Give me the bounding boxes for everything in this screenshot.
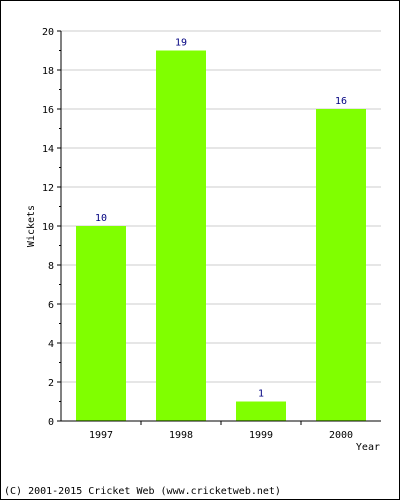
bar-1999: [236, 401, 286, 421]
x-tick-labels: 1997 1998 1999 2000: [89, 430, 353, 441]
y-tick-label: 2: [48, 378, 54, 389]
bar-value-label: 19: [175, 38, 187, 49]
bars: [76, 50, 366, 421]
y-tick-label: 0: [48, 417, 54, 428]
y-tick-label: 14: [42, 144, 54, 155]
bar-value-label: 16: [335, 96, 347, 107]
bar-labels: 10 19 1 16: [95, 38, 347, 400]
axes: [57, 30, 381, 425]
bar-value-label: 10: [95, 213, 107, 224]
bar-value-label: 1: [258, 389, 264, 400]
bar-1998: [156, 50, 206, 421]
y-tick-label: 10: [42, 222, 54, 233]
y-axis-label: Wickets: [26, 205, 37, 247]
y-tick-label: 20: [42, 27, 54, 38]
bar-1997: [76, 226, 126, 421]
copyright-text: (C) 2001-2015 Cricket Web (www.cricketwe…: [4, 486, 281, 497]
y-tick-labels: 0 2 4 6 8 10 12 14 16 18 20: [42, 27, 54, 428]
x-tick-label: 2000: [329, 430, 353, 441]
y-tick-label: 16: [42, 105, 54, 116]
y-tick-label: 6: [48, 300, 54, 311]
x-tick-label: 1997: [89, 430, 113, 441]
y-tick-label: 8: [48, 261, 54, 272]
y-tick-label: 4: [48, 339, 54, 350]
x-axis-label: Year: [356, 442, 380, 453]
x-tick-label: 1998: [169, 430, 193, 441]
y-tick-label: 12: [42, 183, 54, 194]
y-tick-label: 18: [42, 66, 54, 77]
x-tick-label: 1999: [249, 430, 273, 441]
bar-2000: [316, 109, 366, 421]
